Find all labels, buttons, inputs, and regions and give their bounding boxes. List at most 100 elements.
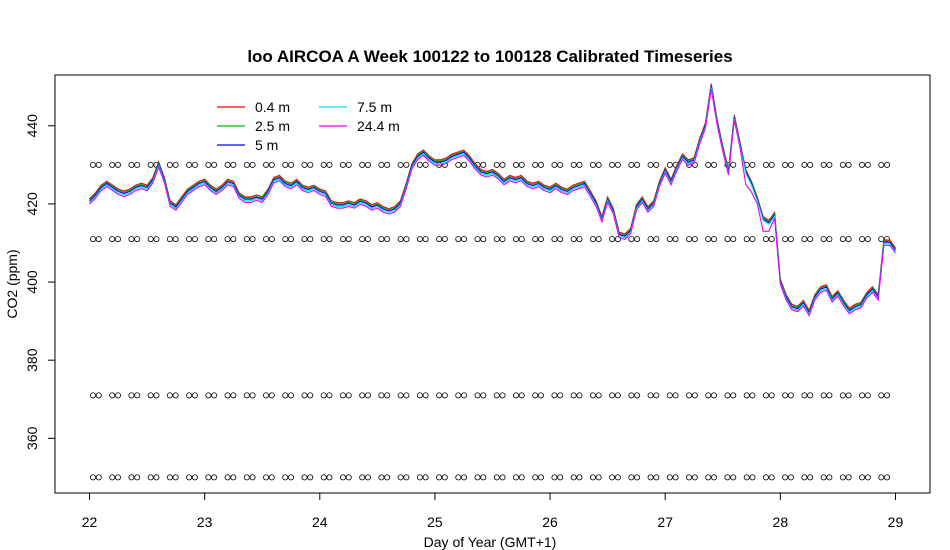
calibration-point xyxy=(570,474,577,481)
calibration-point xyxy=(839,392,846,399)
legend: 0.4 m 2.5 m 5 m 7.5 m 24.4 m xyxy=(217,99,400,153)
calibration-point xyxy=(461,474,468,481)
calibration-point xyxy=(557,392,564,399)
calibration-point xyxy=(95,474,102,481)
calibration-point xyxy=(557,236,564,243)
calibration-point xyxy=(282,161,289,168)
calibration-point xyxy=(282,392,289,399)
calibration-point xyxy=(653,236,660,243)
calibration-point xyxy=(672,474,679,481)
x-tick-label: 29 xyxy=(888,514,904,530)
calibration-point xyxy=(480,392,487,399)
calibration-point xyxy=(95,236,102,243)
calibration-point xyxy=(134,392,141,399)
calibration-point xyxy=(845,161,852,168)
calibration-point xyxy=(711,474,718,481)
calibration-point xyxy=(307,392,314,399)
calibration-points xyxy=(89,161,891,481)
calibration-point xyxy=(301,392,308,399)
calibration-point xyxy=(570,161,577,168)
calibration-point xyxy=(614,236,621,243)
calibration-point xyxy=(768,392,775,399)
calibration-point xyxy=(551,236,558,243)
calibration-point xyxy=(551,474,558,481)
calibration-point xyxy=(320,161,327,168)
calibration-point xyxy=(128,161,135,168)
calibration-point xyxy=(499,161,506,168)
calibration-point xyxy=(147,236,154,243)
calibration-point xyxy=(191,474,198,481)
calibration-point xyxy=(801,474,808,481)
calibration-point xyxy=(134,236,141,243)
calibration-point xyxy=(339,474,346,481)
calibration-point xyxy=(826,161,833,168)
calibration-point xyxy=(205,474,212,481)
calibration-point xyxy=(807,392,814,399)
calibration-point xyxy=(672,236,679,243)
x-axis: 22 23 24 25 26 27 28 29 xyxy=(82,492,904,530)
calibration-point xyxy=(628,161,635,168)
calibration-point xyxy=(787,236,794,243)
calibration-point xyxy=(724,392,731,399)
calibration-point xyxy=(839,236,846,243)
plot-frame xyxy=(54,74,931,494)
x-axis-label: Day of Year (GMT+1) xyxy=(424,534,557,550)
calibration-point xyxy=(537,161,544,168)
calibration-point xyxy=(532,392,539,399)
calibration-point xyxy=(397,392,404,399)
calibration-point xyxy=(493,236,500,243)
calibration-point xyxy=(551,161,558,168)
calibration-point xyxy=(686,474,693,481)
calibration-point xyxy=(326,236,333,243)
calibration-point xyxy=(384,236,391,243)
calibration-point xyxy=(691,236,698,243)
calibration-point xyxy=(787,161,794,168)
calibration-point xyxy=(518,474,525,481)
x-tick-label: 24 xyxy=(312,514,328,530)
calibration-point xyxy=(109,392,116,399)
calibration-point xyxy=(480,474,487,481)
calibration-point xyxy=(845,236,852,243)
calibration-point xyxy=(403,161,410,168)
calibration-point xyxy=(686,392,693,399)
calibration-point xyxy=(153,474,160,481)
calibration-point xyxy=(884,474,891,481)
calibration-point xyxy=(224,392,231,399)
calibration-point xyxy=(89,161,96,168)
calibration-point xyxy=(859,474,866,481)
calibration-point xyxy=(864,392,871,399)
x-tick-label: 22 xyxy=(82,514,98,530)
calibration-point xyxy=(114,236,121,243)
series-line xyxy=(89,83,896,312)
calibration-point xyxy=(89,392,96,399)
calibration-point xyxy=(186,161,193,168)
calibration-point xyxy=(595,236,602,243)
calibration-point xyxy=(589,161,596,168)
calibration-point xyxy=(147,474,154,481)
calibration-point xyxy=(647,236,654,243)
calibration-point xyxy=(211,236,218,243)
calibration-point xyxy=(205,236,212,243)
calibration-point xyxy=(743,236,750,243)
calibration-point xyxy=(186,474,193,481)
series-line xyxy=(89,84,896,313)
calibration-point xyxy=(416,474,423,481)
calibration-point xyxy=(166,392,173,399)
calibration-point xyxy=(730,474,737,481)
calibration-point xyxy=(345,236,352,243)
calibration-point xyxy=(89,474,96,481)
calibration-point xyxy=(230,161,237,168)
calibration-point xyxy=(249,236,256,243)
calibration-point xyxy=(493,392,500,399)
calibration-point xyxy=(499,236,506,243)
calibration-point xyxy=(441,474,448,481)
calibration-point xyxy=(205,392,212,399)
calibration-point xyxy=(570,236,577,243)
calibration-point xyxy=(268,392,275,399)
calibration-point xyxy=(762,392,769,399)
calibration-point xyxy=(647,161,654,168)
calibration-point xyxy=(499,392,506,399)
calibration-point xyxy=(859,161,866,168)
y-axis-label: CO2 (ppm) xyxy=(4,249,20,318)
calibration-point xyxy=(268,236,275,243)
